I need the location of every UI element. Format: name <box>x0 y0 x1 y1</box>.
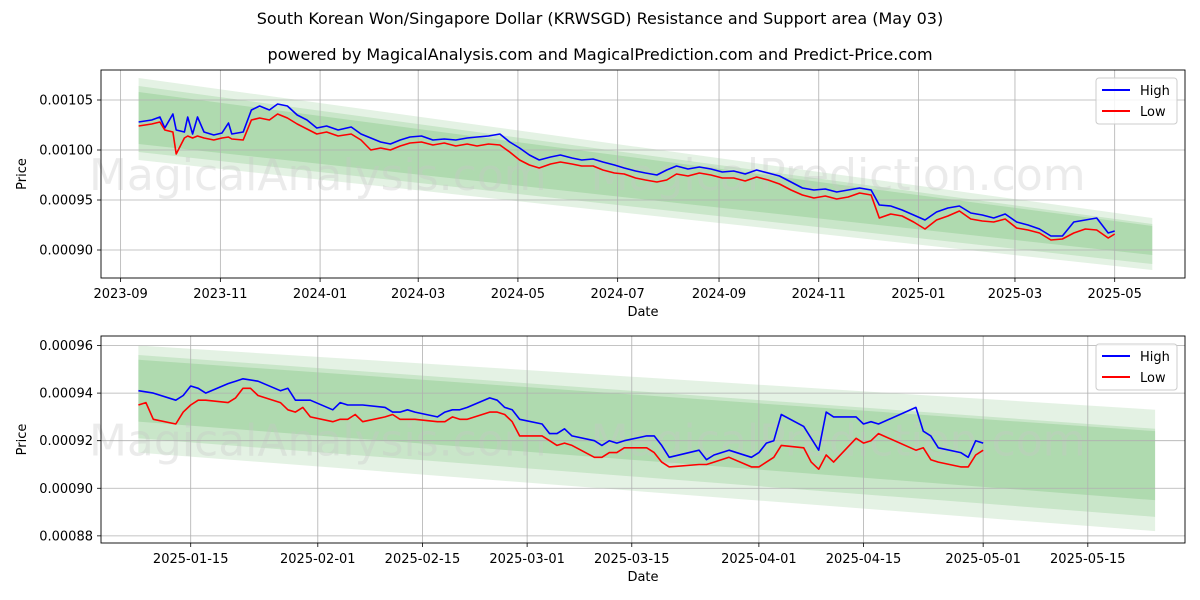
chart-panel-2: MagicalAnalysis.comMagicalPrediction.com… <box>15 335 1186 585</box>
x-tick-label: 2025-05-01 <box>945 552 1021 567</box>
y-tick-label: 0.00096 <box>39 339 93 354</box>
x-axis-label: Date <box>627 305 658 320</box>
legend: High Low <box>1095 343 1178 391</box>
x-tick-label: 2025-01-15 <box>153 552 229 567</box>
watermark-text: MagicalPrediction.com <box>591 150 1086 201</box>
series-group <box>138 103 1116 241</box>
chart-title: South Korean Won/Singapore Dollar (KRWSG… <box>256 9 944 28</box>
legend-label-high: High <box>1140 350 1170 365</box>
support-resistance-band <box>138 78 1153 270</box>
x-tick-label: 2025-05 <box>1088 287 1142 302</box>
x-tick-label: 2023-11 <box>193 287 247 302</box>
watermark-text: MagicalAnalysis.com <box>89 150 547 201</box>
x-tick-label: 2023-09 <box>93 287 147 302</box>
axes-frame <box>100 69 1186 279</box>
series-line-low <box>138 113 1116 241</box>
y-tick-label: 0.00088 <box>39 529 93 544</box>
axes-frame <box>100 335 1186 544</box>
x-tick-label: 2025-03-15 <box>594 552 670 567</box>
x-tick-label: 2024-01 <box>293 287 347 302</box>
y-tick-label: 0.00095 <box>39 194 93 209</box>
x-tick-label: 2024-07 <box>590 287 644 302</box>
x-tick-label: 2024-09 <box>692 287 746 302</box>
support-resistance-band <box>138 86 1153 264</box>
x-tick-label: 2025-01 <box>891 287 945 302</box>
legend-label-low: Low <box>1140 371 1166 386</box>
x-tick-label: 2025-04-15 <box>826 552 902 567</box>
chart-subtitle: powered by MagicalAnalysis.com and Magic… <box>267 45 933 64</box>
legend-label-low: Low <box>1140 105 1166 120</box>
x-tick-label: 2025-03-01 <box>489 552 565 567</box>
y-tick-label: 0.00090 <box>39 244 93 259</box>
legend: High Low <box>1095 77 1178 125</box>
x-tick-label: 2025-03 <box>988 287 1042 302</box>
chart-panel-1: MagicalAnalysis.com MagicalPrediction.com… <box>15 69 1186 320</box>
y-tick-label: 0.00105 <box>39 94 93 109</box>
y-axis-label: Price <box>15 424 30 456</box>
y-tick-label: 0.00090 <box>39 482 93 497</box>
legend-label-high: High <box>1140 84 1170 99</box>
x-tick-label: 2025-02-15 <box>385 552 461 567</box>
support-resistance-band <box>138 345 1156 532</box>
series-line-high <box>138 103 1115 237</box>
support-resistance-band <box>138 359 1156 501</box>
x-tick-label: 2025-02-01 <box>280 552 356 567</box>
y-tick-label: 0.00092 <box>39 434 93 449</box>
series-group <box>138 378 984 470</box>
series-line-low <box>138 387 984 470</box>
y-tick-label: 0.00094 <box>39 387 93 402</box>
x-tick-label: 2024-03 <box>391 287 445 302</box>
series-line-high <box>138 378 984 461</box>
x-tick-label: 2024-11 <box>792 287 846 302</box>
y-tick-label: 0.00100 <box>39 144 93 159</box>
y-axis-label: Price <box>15 158 30 190</box>
x-axis-label: Date <box>627 570 658 585</box>
x-tick-label: 2025-04-01 <box>721 552 797 567</box>
x-tick-label: 2025-05-15 <box>1050 552 1126 567</box>
x-tick-label: 2024-05 <box>491 287 545 302</box>
